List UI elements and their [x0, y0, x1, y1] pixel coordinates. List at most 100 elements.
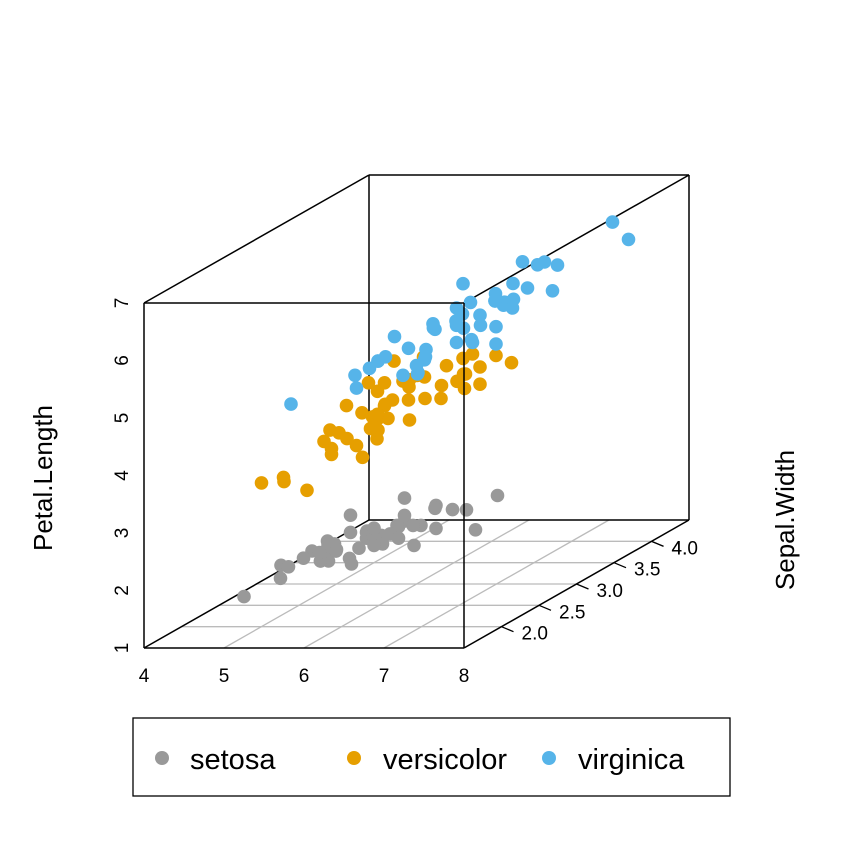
- y-tick-mark: [501, 626, 514, 633]
- point-virginica: [401, 341, 416, 356]
- point-versicolor: [489, 348, 503, 363]
- point-setosa: [397, 491, 412, 505]
- point-virginica: [605, 215, 620, 229]
- legend-label-setosa: setosa: [190, 744, 276, 776]
- box-edge: [463, 174, 690, 304]
- x-tick-label: 8: [459, 666, 470, 687]
- y-tick-label: 3.0: [597, 581, 623, 602]
- z-tick-label: 6: [112, 355, 133, 366]
- point-virginica: [371, 354, 385, 368]
- box-edge: [143, 174, 370, 304]
- y-tick-label: 4.0: [672, 538, 698, 559]
- point-virginica: [489, 337, 503, 351]
- y-tick-mark: [576, 583, 589, 590]
- point-setosa: [367, 521, 381, 535]
- y-tick-label: 3.5: [634, 560, 660, 581]
- z-tick-label: 3: [112, 528, 133, 539]
- point-versicolor: [277, 474, 291, 489]
- z-tick-label: 7: [112, 298, 133, 309]
- point-setosa: [344, 557, 359, 571]
- x-tick-label: 4: [139, 666, 150, 687]
- point-setosa: [367, 538, 381, 553]
- point-setosa: [312, 545, 327, 560]
- point-setosa: [343, 525, 358, 540]
- z-tick-label: 2: [112, 585, 133, 596]
- box-front-edges: [143, 302, 465, 649]
- z-axis-title: Petal.Length: [28, 405, 58, 551]
- point-versicolor: [355, 450, 370, 465]
- y-tick-label: 4.: [672, 538, 688, 559]
- point-virginica: [396, 368, 410, 383]
- point-setosa: [397, 508, 412, 523]
- point-setosa: [406, 518, 420, 533]
- point-versicolor: [402, 413, 417, 427]
- point-virginica: [545, 284, 560, 298]
- z-tick-label: 5: [112, 413, 133, 424]
- point-versicolor: [363, 421, 378, 436]
- point-versicolor: [361, 376, 376, 390]
- point-virginica: [449, 335, 464, 350]
- point-virginica: [387, 329, 402, 344]
- point-setosa: [329, 544, 343, 558]
- legend-marker-setosa: [155, 751, 169, 765]
- point-virginica: [409, 358, 424, 373]
- point-virginica: [348, 368, 362, 383]
- point-versicolor: [381, 411, 395, 426]
- point-virginica: [488, 294, 502, 308]
- z-tick-label: 4: [112, 470, 133, 481]
- point-virginica: [506, 276, 520, 291]
- point-setosa: [428, 501, 442, 516]
- legend-marker-virginica: [542, 751, 556, 765]
- point-versicolor: [439, 358, 454, 373]
- point-virginica: [465, 335, 480, 350]
- point-versicolor: [434, 391, 448, 406]
- point-versicolor: [418, 391, 432, 406]
- point-versicolor: [370, 407, 385, 422]
- point-versicolor: [355, 406, 369, 420]
- point-virginica: [550, 258, 565, 272]
- point-virginica: [515, 254, 530, 269]
- y-tick-label: 2.0: [522, 624, 548, 645]
- point-versicolor: [324, 447, 339, 462]
- point-virginica: [456, 276, 470, 291]
- y-axis-title: Sepal.Width: [770, 450, 800, 590]
- point-versicolor: [473, 360, 487, 374]
- point-setosa: [468, 523, 483, 537]
- point-virginica: [621, 232, 636, 247]
- point-versicolor: [434, 378, 449, 393]
- point-virginica: [284, 397, 298, 411]
- point-virginica: [463, 295, 478, 310]
- axis-ticks: 4 5 6 7 8 1 2 3 4 5 6 7 2.0 2.5 3.0 3.5 4.04.: [112, 298, 698, 687]
- point-setosa: [429, 521, 443, 536]
- legend: setosa versicolor virginica: [132, 717, 731, 797]
- y-tick-mark: [651, 540, 664, 547]
- point-versicolor: [402, 380, 416, 394]
- point-virginica: [506, 292, 521, 307]
- y-tick-label: 2.5: [559, 602, 585, 623]
- point-versicolor: [504, 355, 519, 370]
- point-setosa: [407, 538, 421, 553]
- point-versicolor: [473, 377, 487, 392]
- x-tick-label: 5: [219, 666, 230, 687]
- point-setosa: [237, 589, 251, 604]
- point-setosa: [296, 551, 311, 565]
- point-setosa: [445, 502, 460, 517]
- point-versicolor: [378, 397, 392, 412]
- point-versicolor: [300, 483, 314, 498]
- point-versicolor: [339, 398, 354, 413]
- point-setosa: [459, 503, 474, 517]
- point-setosa: [281, 560, 296, 574]
- point-setosa: [391, 531, 406, 545]
- box-back-edges: [143, 174, 690, 649]
- legend-marker-versicolor: [347, 751, 361, 765]
- point-virginica: [473, 318, 488, 333]
- point-versicolor: [254, 476, 269, 490]
- point-versicolor: [332, 426, 346, 440]
- point-versicolor: [349, 438, 364, 453]
- point-virginica: [426, 321, 441, 335]
- point-virginica: [530, 258, 545, 272]
- point-versicolor: [458, 367, 473, 381]
- point-versicolor: [465, 347, 480, 361]
- legend-label-versicolor: versicolor: [383, 744, 507, 776]
